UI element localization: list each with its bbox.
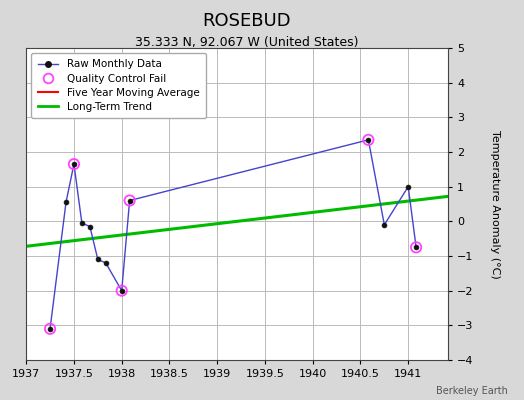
Quality Control Fail <box>364 137 373 143</box>
Quality Control Fail <box>46 326 54 332</box>
Line: Raw Monthly Data: Raw Monthly Data <box>48 138 419 331</box>
Quality Control Fail <box>70 161 78 167</box>
Y-axis label: Temperature Anomaly (°C): Temperature Anomaly (°C) <box>490 130 500 278</box>
Raw Monthly Data <box>71 162 77 166</box>
Raw Monthly Data <box>95 257 101 262</box>
Quality Control Fail <box>117 288 126 294</box>
Raw Monthly Data <box>79 221 85 226</box>
Raw Monthly Data <box>103 260 109 265</box>
Raw Monthly Data <box>47 326 53 331</box>
Text: Berkeley Earth: Berkeley Earth <box>436 386 508 396</box>
Raw Monthly Data <box>381 222 387 227</box>
Text: ROSEBUD: ROSEBUD <box>202 12 291 30</box>
Raw Monthly Data <box>413 245 419 250</box>
Raw Monthly Data <box>405 184 411 189</box>
Quality Control Fail <box>412 244 420 250</box>
Text: 35.333 N, 92.067 W (United States): 35.333 N, 92.067 W (United States) <box>135 36 358 49</box>
Legend: Raw Monthly Data, Quality Control Fail, Five Year Moving Average, Long-Term Tren: Raw Monthly Data, Quality Control Fail, … <box>31 53 206 118</box>
Raw Monthly Data <box>365 138 372 142</box>
Raw Monthly Data <box>63 200 69 205</box>
Quality Control Fail <box>125 197 134 204</box>
Raw Monthly Data <box>126 198 133 203</box>
Raw Monthly Data <box>118 288 125 293</box>
Raw Monthly Data <box>87 224 93 229</box>
